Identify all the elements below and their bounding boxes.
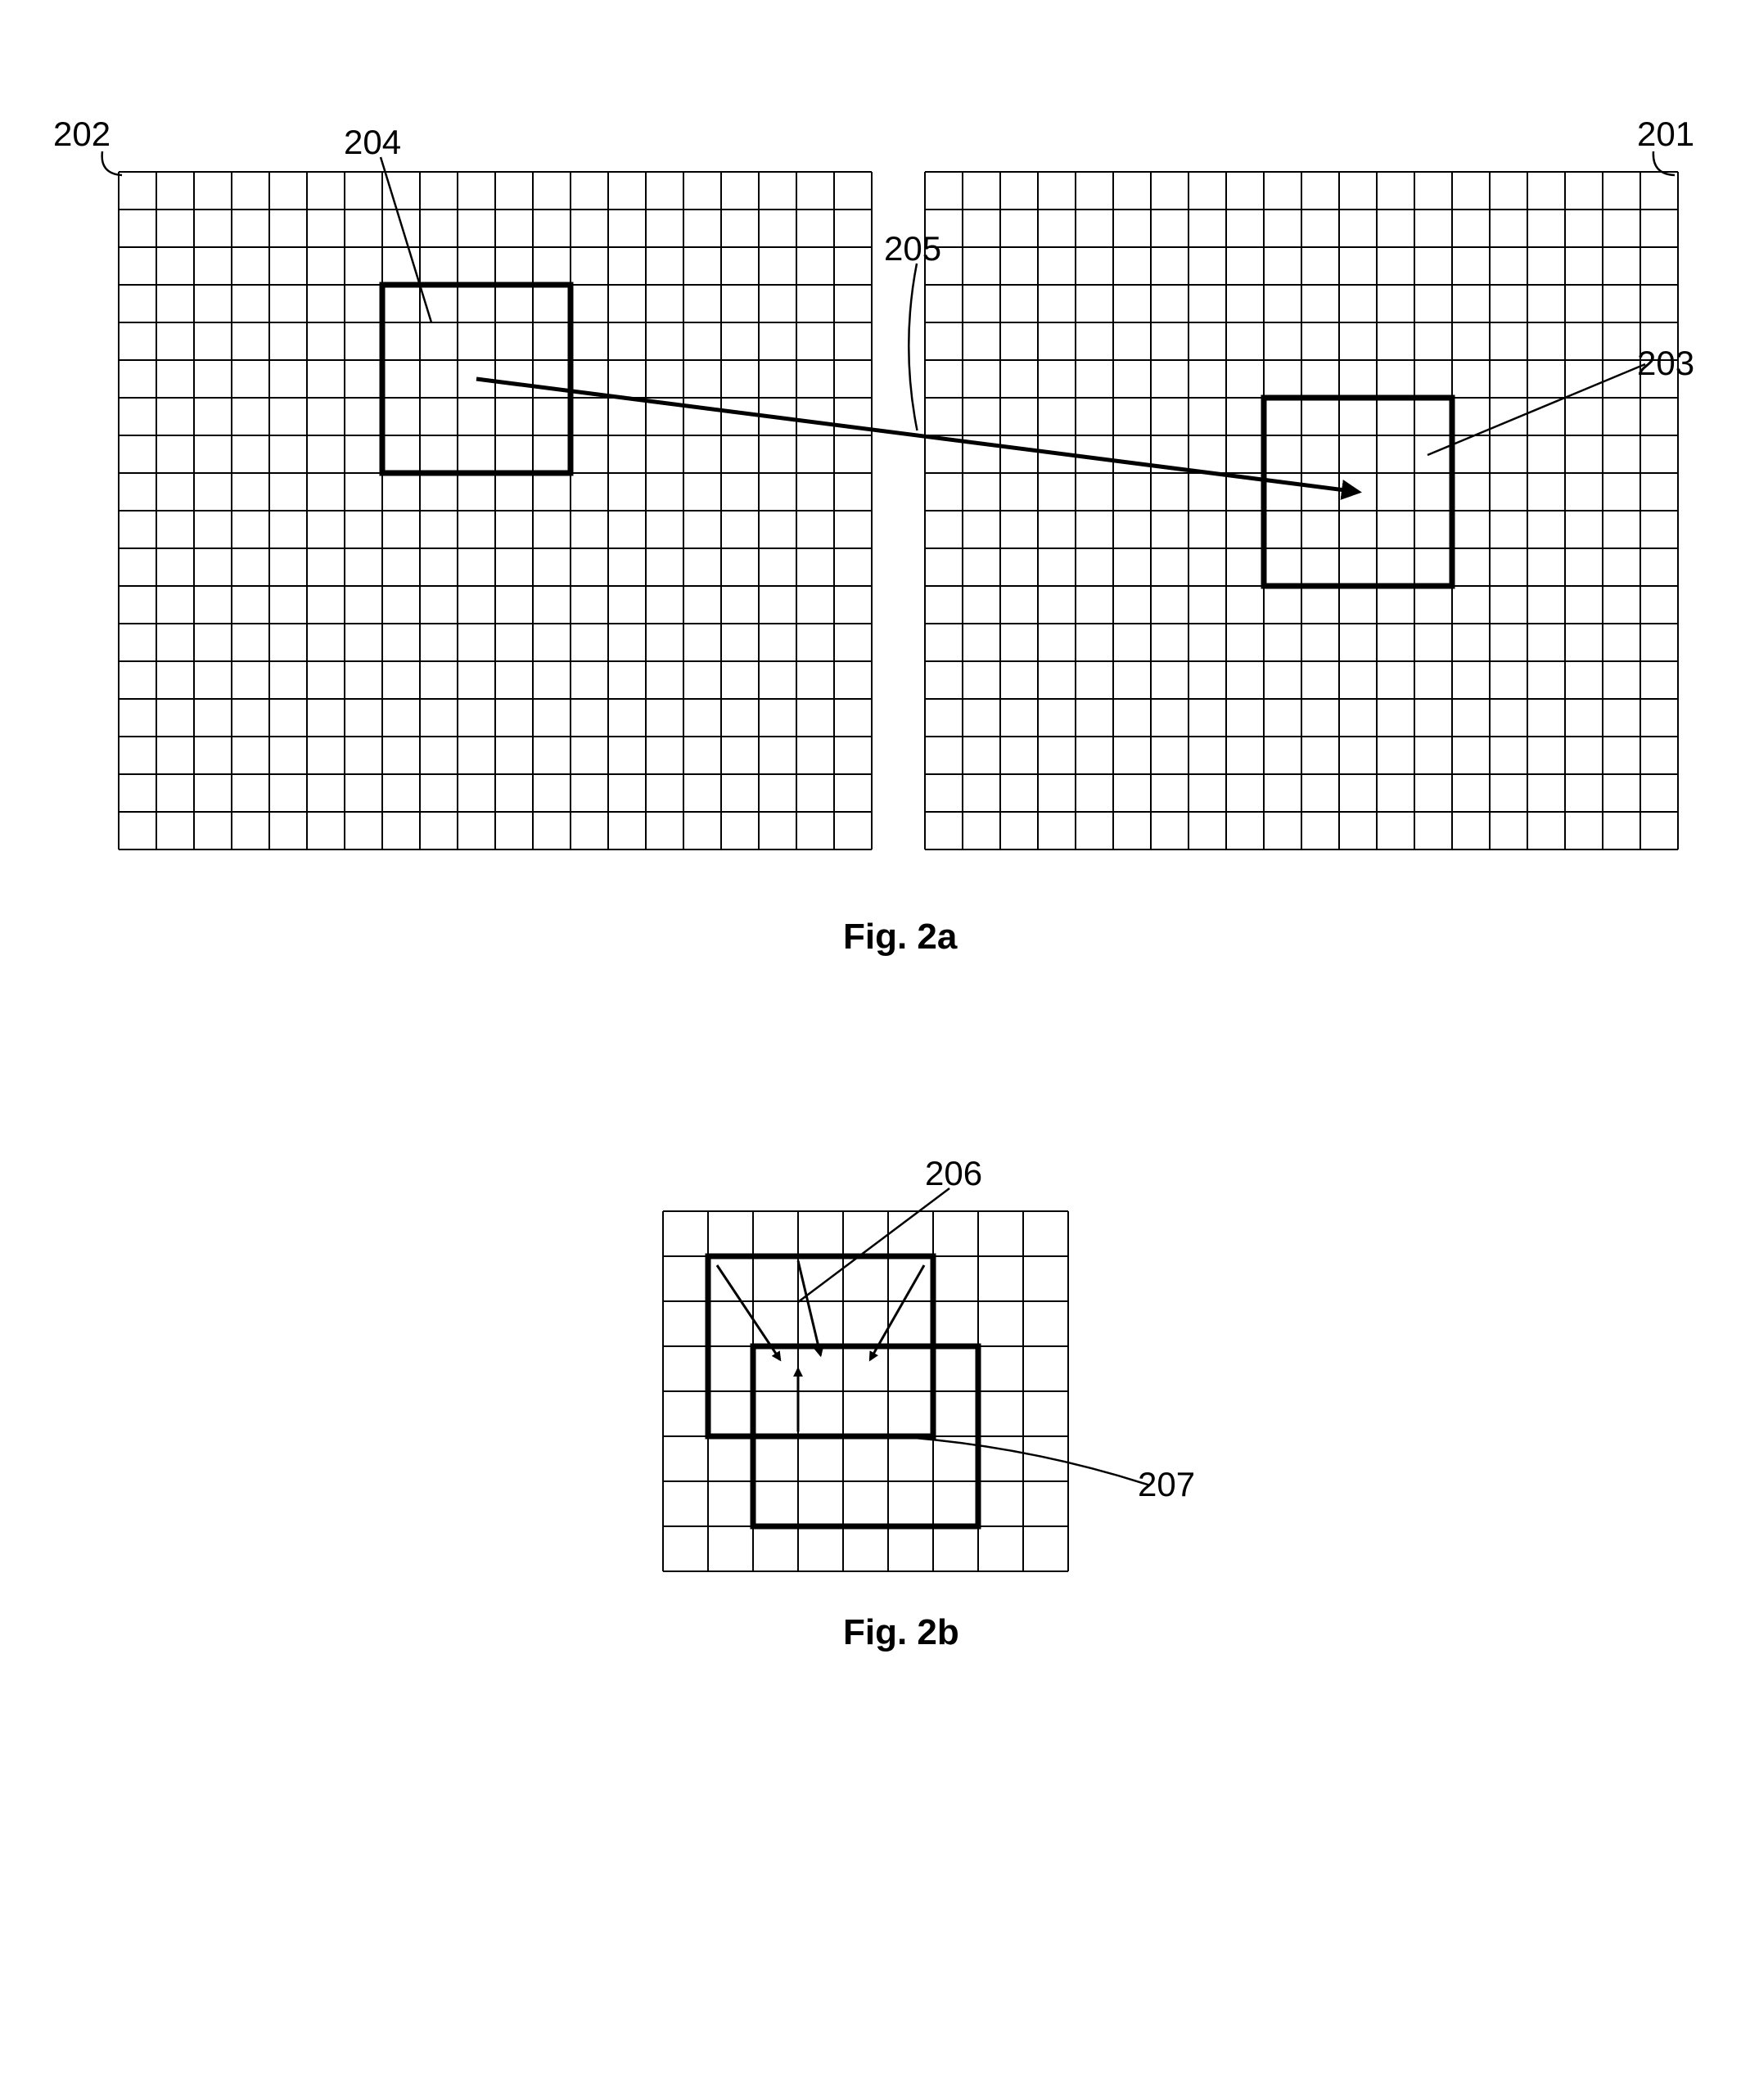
label-204: 204 (344, 123, 401, 162)
sub-arrow-1 (798, 1261, 821, 1356)
caption-fig-2b: Fig. 2b (843, 1612, 959, 1653)
label-203: 203 (1637, 344, 1694, 383)
label-202: 202 (53, 115, 111, 154)
label-206: 206 (925, 1154, 982, 1193)
label-201: 201 (1637, 115, 1694, 154)
label-205: 205 (884, 229, 941, 268)
caption-fig-2a: Fig. 2a (843, 917, 957, 958)
figure-svg (0, 0, 1741, 2100)
figure-container: 202 201 204 203 205 Fig. 2a 206 207 Fig. 2b (0, 0, 1741, 2100)
label-207: 207 (1138, 1465, 1195, 1504)
